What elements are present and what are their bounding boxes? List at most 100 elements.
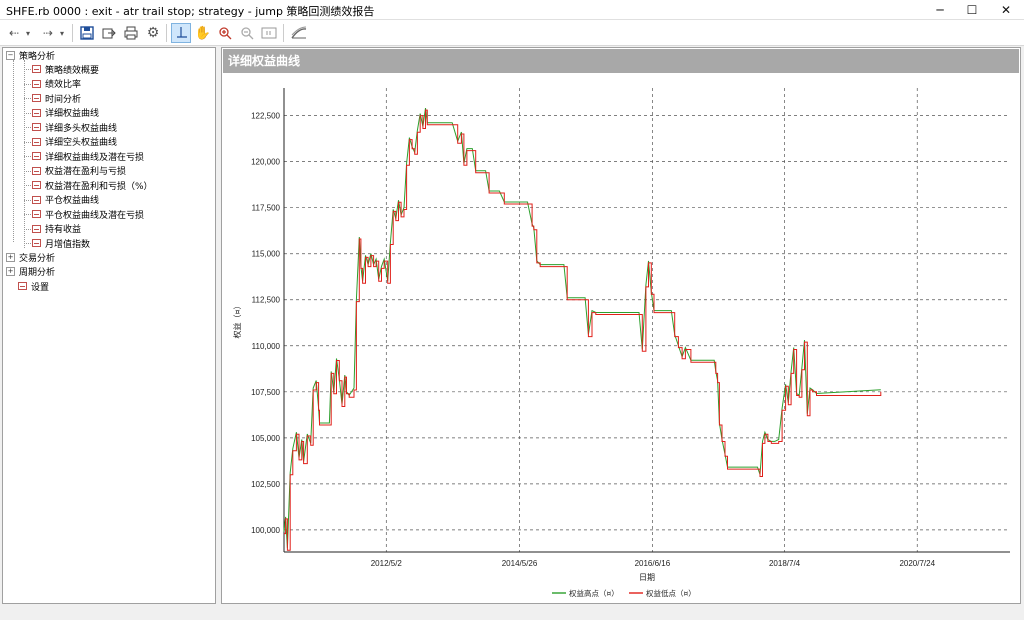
tree-group-1[interactable]: + 交易分析: [6, 250, 55, 264]
report-page-icon: [32, 108, 41, 117]
legend-item-2: 权益低点（¤）: [646, 588, 696, 598]
toolbar-separator: [72, 24, 73, 42]
export-icon[interactable]: [99, 23, 119, 43]
tree-item-2[interactable]: 绩效比率: [32, 77, 81, 91]
window-title: SHFE.rb 0000 : exit - atr trail stop; st…: [6, 5, 375, 18]
tree-connector: [13, 60, 14, 242]
tree-item-5[interactable]: 详细多头权益曲线: [32, 120, 117, 134]
forward-dropdown-icon[interactable]: ▾: [59, 28, 64, 38]
report-page-icon: [32, 137, 41, 146]
toolbar: ⇠ ▾ ⇢ ▾ ⚙ ✋: [0, 20, 1024, 46]
tree-item-settings[interactable]: 设置: [18, 279, 49, 293]
x-axis-label: 日期: [639, 573, 655, 582]
report-page-icon: [32, 195, 41, 204]
tree-connector: [24, 214, 31, 215]
y-tick-label: 107,500: [251, 388, 280, 397]
chart-panel: 详细权益曲线 100,000 102,500 105,000 107,500 110,0…: [221, 47, 1021, 604]
x-tick-label: 2016/6/16: [635, 559, 671, 568]
tree-connector: [24, 243, 31, 244]
tree-connector: [24, 228, 31, 230]
tree-group-2-label: 周期分析: [19, 268, 56, 278]
x-tick-label: 2018/7/4: [769, 559, 801, 568]
tree-item-5-label: 详细多头权益曲线: [45, 123, 118, 134]
collapse-toggle-icon[interactable]: −: [6, 50, 15, 60]
tree-item-11-label: 平仓权益曲线及潜在亏损: [45, 210, 145, 221]
tree-connector: [24, 141, 31, 143]
back-icon[interactable]: ⇠: [8, 26, 20, 40]
settings-gear-icon[interactable]: ⚙: [146, 25, 160, 41]
x-tick-label: 2014/5/26: [502, 559, 538, 568]
zoom-out-icon[interactable]: [237, 23, 257, 43]
tree-item-10[interactable]: 平仓权益曲线: [32, 193, 99, 207]
settings-grid-icon: [18, 282, 27, 290]
tree-item-3-label: 时间分析: [45, 94, 82, 105]
toolbar-separator: [166, 24, 167, 42]
report-page-icon: [32, 166, 41, 175]
tree-connector: [24, 170, 31, 172]
panel-header: 详细权益曲线: [223, 49, 1019, 73]
y-axis-label: 权益（¤）: [232, 301, 242, 338]
tree-item-13[interactable]: 月增值指数: [32, 236, 90, 250]
y-tick-label: 120,000: [251, 158, 280, 167]
tree-connector: [24, 60, 25, 248]
close-button[interactable]: ✕: [1000, 3, 1012, 17]
legend-item-1: 权益高点（¤）: [569, 588, 619, 598]
tree-connector: [24, 127, 31, 128]
tree-group-2[interactable]: + 周期分析: [6, 265, 55, 279]
tree-item-12[interactable]: 持有收益: [32, 222, 81, 236]
report-page-icon: [32, 224, 41, 233]
tree-item-11[interactable]: 平仓权益曲线及潜在亏损: [32, 207, 144, 221]
tree-root-strategy-analysis-label: 策略分析: [19, 51, 56, 62]
tree-item-4-label: 详细权益曲线: [45, 109, 100, 119]
y-tick-label: 115,000: [252, 250, 281, 259]
tree-item-1[interactable]: 策略绩效概要: [32, 62, 99, 76]
tree-item-4[interactable]: 详细权益曲线: [32, 106, 99, 120]
y-tick-label: 117,500: [252, 204, 281, 213]
tree-item-6[interactable]: 详细空头权益曲线: [32, 135, 117, 149]
save-icon[interactable]: [77, 23, 97, 43]
expand-toggle-icon[interactable]: +: [6, 267, 15, 276]
tree-group-1-label: 交易分析: [19, 253, 56, 264]
tree-item-13-label: 月增值指数: [45, 239, 91, 250]
tree-item-9-label: 权益潜在盈利和亏损（%）: [45, 181, 153, 192]
x-tick-label: 2020/7/24: [899, 559, 935, 568]
tree-connector: [24, 69, 31, 70]
maximize-button[interactable]: ☐: [966, 3, 978, 17]
tree-connector: [24, 199, 31, 201]
y-tick-label: 112,500: [252, 296, 281, 305]
crosshair-icon[interactable]: [171, 23, 191, 43]
tree-connector: [24, 98, 31, 99]
report-page-icon: [32, 239, 41, 247]
tree-connector: [24, 112, 31, 114]
expand-toggle-icon[interactable]: +: [6, 252, 15, 262]
back-dropdown-icon[interactable]: ▾: [25, 28, 30, 38]
y-tick-label: 102,500: [251, 480, 280, 489]
report-page-icon: [32, 79, 41, 88]
tree-connector: [24, 156, 31, 157]
forward-icon[interactable]: ⇢: [42, 26, 54, 40]
minimize-button[interactable]: ─: [936, 3, 944, 17]
tree-item-7-label: 详细权益曲线及潜在亏损: [45, 152, 145, 163]
report-page-icon: [32, 94, 41, 102]
tree-item-10-label: 平仓权益曲线: [45, 196, 100, 206]
equity-high-line: [283, 108, 881, 549]
zoom-fit-icon[interactable]: [259, 23, 279, 43]
tree-item-8[interactable]: 权益潜在盈利与亏损: [32, 164, 126, 178]
print-icon[interactable]: [121, 23, 141, 43]
hand-pan-icon[interactable]: ✋: [194, 25, 212, 41]
tree-item-3[interactable]: 时间分析: [32, 91, 81, 105]
zoom-in-icon[interactable]: [215, 23, 235, 43]
report-page-icon: [32, 123, 41, 131]
tree-item-9[interactable]: 权益潜在盈利和亏损（%）: [32, 178, 153, 192]
title-bar: SHFE.rb 0000 : exit - atr trail stop; st…: [0, 0, 1024, 20]
tree-item-7[interactable]: 详细权益曲线及潜在亏损: [32, 149, 144, 163]
equity-chart: 100,000 102,500 105,000 107,500 110,000 112,5…: [232, 88, 1010, 598]
tree-root-strategy-analysis[interactable]: − 策略分析: [6, 48, 55, 62]
chart-style-icon[interactable]: [288, 23, 310, 43]
y-tick-label: 122,500: [251, 112, 280, 121]
tree-item-1-label: 策略绩效概要: [45, 65, 100, 76]
tree-item-settings-label: 设置: [31, 282, 50, 293]
y-tick-label: 100,000: [251, 526, 280, 535]
y-tick-label: 105,000: [251, 434, 280, 443]
report-page-icon: [32, 210, 41, 218]
